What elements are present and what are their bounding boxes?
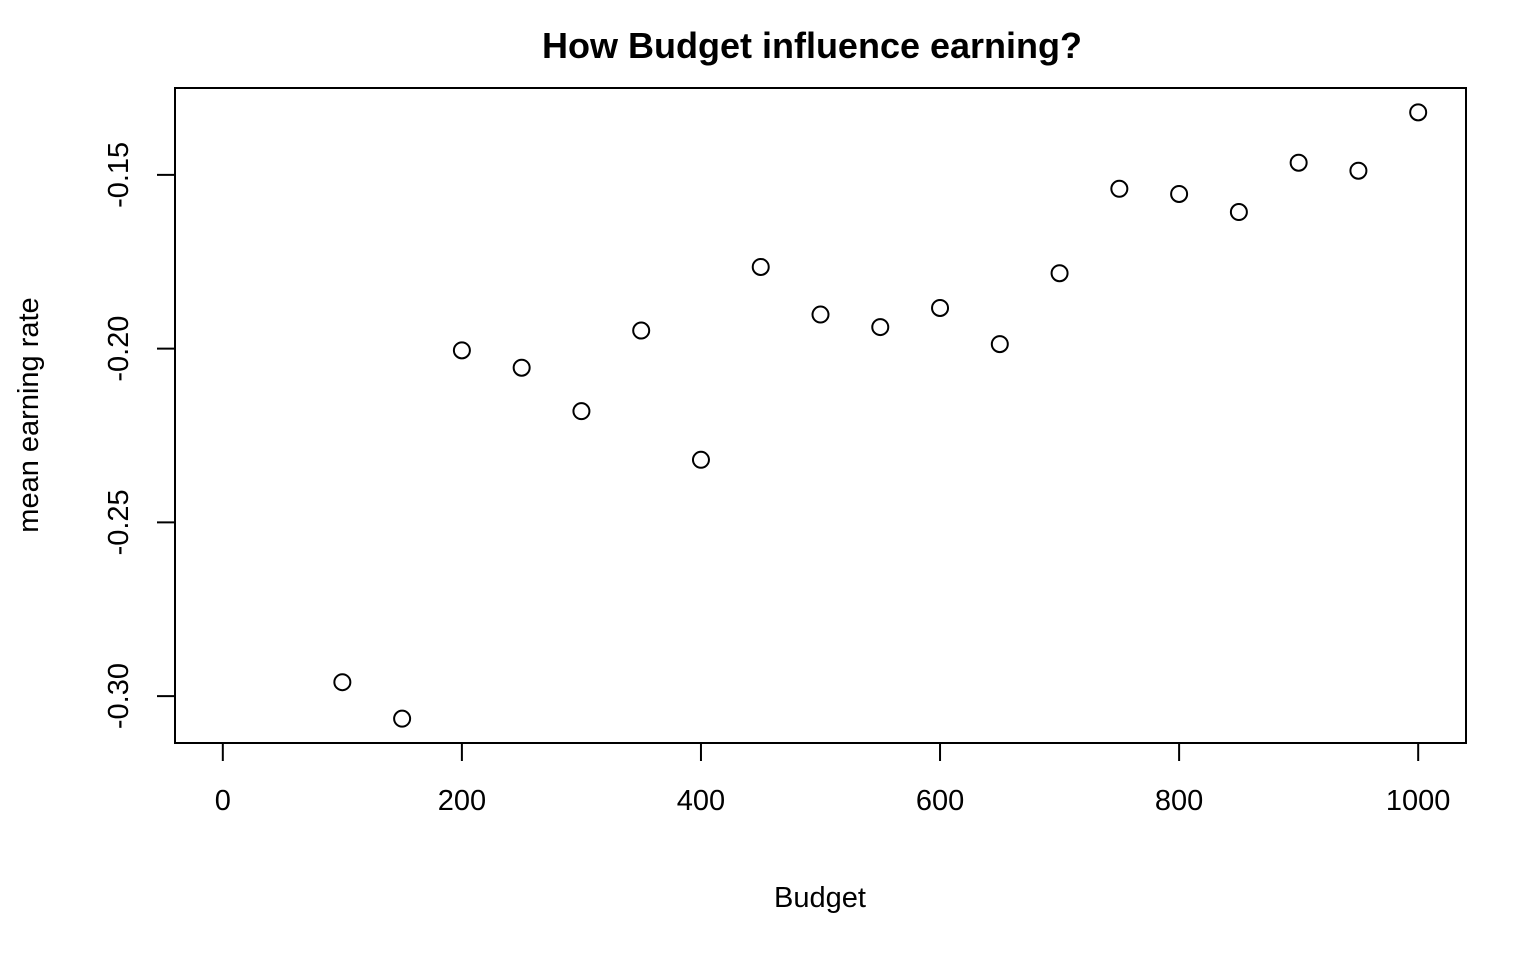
data-point (1050, 264, 1069, 283)
data-point (1409, 103, 1428, 122)
y-tick-label: -0.30 (103, 663, 135, 729)
y-tick-label: -0.15 (103, 142, 135, 208)
data-point (1289, 153, 1308, 172)
data-point (452, 341, 471, 360)
data-point (512, 358, 531, 377)
data-point (632, 321, 651, 340)
y-axis-label: mean earning rate (13, 297, 45, 532)
data-point (393, 709, 412, 728)
data-point (990, 335, 1009, 354)
x-axis: 0 200 400 600 800 1000 (215, 742, 1451, 817)
chart-title: How Budget influence earning? (542, 25, 1082, 66)
plot-frame (174, 87, 1467, 744)
x-axis-label: Budget (774, 882, 866, 914)
x-tick-label: 400 (677, 785, 725, 817)
data-point (1229, 203, 1248, 222)
x-tick-label: 0 (215, 785, 231, 817)
data-point (751, 257, 770, 276)
data-point (1170, 184, 1189, 203)
y-tick-label: -0.25 (103, 489, 135, 555)
x-tick-label: 600 (916, 785, 964, 817)
x-tick-label: 200 (438, 785, 486, 817)
y-axis: -0.30 -0.25 -0.20 -0.15 (103, 142, 176, 729)
y-tick-label: -0.20 (103, 316, 135, 382)
x-tick-label: 1000 (1386, 785, 1451, 817)
data-point (1110, 179, 1129, 198)
data-point (811, 305, 830, 324)
data-point (691, 450, 710, 469)
x-tick-label: 800 (1155, 785, 1203, 817)
data-point (572, 402, 591, 421)
data-point (1349, 161, 1368, 180)
data-points (333, 103, 1428, 728)
data-point (333, 673, 352, 692)
data-point (871, 318, 890, 337)
data-point (931, 298, 950, 317)
